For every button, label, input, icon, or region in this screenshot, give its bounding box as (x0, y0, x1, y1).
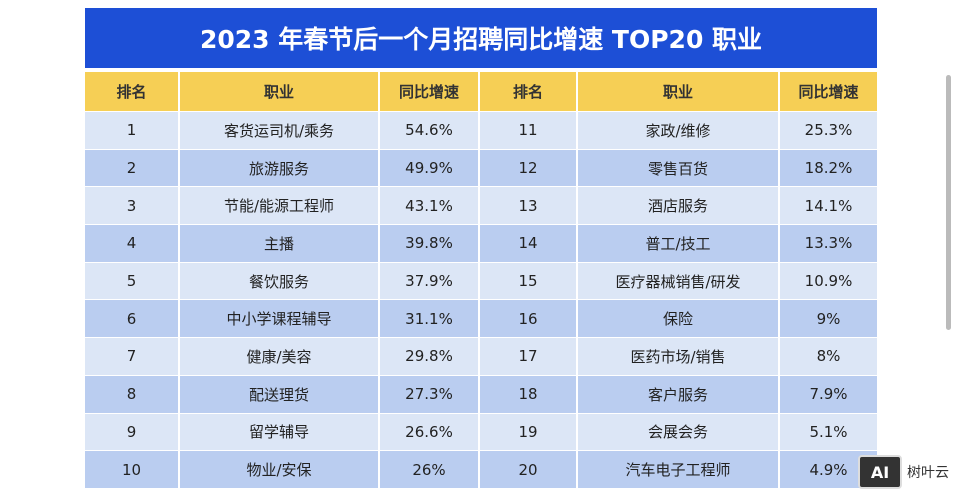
table-cell: 客货运司机/乘务 (180, 112, 380, 150)
table-cell: 旅游服务 (180, 149, 380, 188)
table-cell: 餐饮服务 (180, 262, 380, 301)
table-cell: 14.1% (780, 187, 877, 226)
table-cell: 25.3% (780, 112, 877, 150)
table-row: 6 中小学课程辅导 31.1% 16 保险 9% (85, 300, 877, 339)
table-cell: 39.8% (380, 225, 480, 263)
table-cell: 节能/能源工程师 (180, 187, 380, 226)
table-cell: 26.6% (380, 413, 480, 452)
table-cell: 7.9% (780, 375, 877, 414)
table-cell: 普工/技工 (578, 225, 780, 263)
table-cell: 5 (85, 262, 180, 301)
table-cell: 留学辅导 (180, 413, 380, 452)
table-cell: 配送理货 (180, 375, 380, 414)
table-cell: 7 (85, 338, 180, 376)
table: 排名 职业 同比增速 排名 职业 同比增速 1 客货运司机/乘务 54.6% 11 家政/维修 25.… (85, 72, 877, 489)
header-cell: 职业 (578, 72, 780, 112)
table-cell: 3 (85, 187, 180, 226)
table-cell: 49.9% (380, 149, 480, 188)
table-cell: 主播 (180, 225, 380, 263)
table-cell: 客户服务 (578, 375, 780, 414)
table-cell: 18 (480, 375, 578, 414)
logo-text: 树叶云 (907, 465, 949, 481)
table-cell: 医药市场/销售 (578, 338, 780, 376)
table-cell: 8% (780, 338, 877, 376)
header-row: 排名 职业 同比增速 排名 职业 同比增速 (85, 72, 877, 112)
table-cell: 27.3% (380, 375, 480, 414)
logo-badge: AI (858, 455, 902, 489)
title-bar: 2023 年春节后一个月招聘同比增速 TOP20 职业 (85, 8, 877, 68)
table-row: 5 餐饮服务 37.9% 15 医疗器械销售/研发 10.9% (85, 262, 877, 301)
table-cell: 汽车电子工程师 (578, 451, 780, 489)
scrollbar (946, 75, 951, 330)
table-cell: 8 (85, 375, 180, 414)
table-row: 9 留学辅导 26.6% 19 会展会务 5.1% (85, 413, 877, 452)
table-row: 1 客货运司机/乘务 54.6% 11 家政/维修 25.3% (85, 112, 877, 150)
table-cell: 9% (780, 300, 877, 339)
table-row: 7 健康/美容 29.8% 17 医药市场/销售 8% (85, 338, 877, 376)
table-cell: 保险 (578, 300, 780, 339)
table-cell: 29.8% (380, 338, 480, 376)
table-cell: 13 (480, 187, 578, 226)
table-cell: 4 (85, 225, 180, 263)
table-cell: 6 (85, 300, 180, 339)
table-row: 3 节能/能源工程师 43.1% 13 酒店服务 14.1% (85, 187, 877, 226)
table-cell: 18.2% (780, 149, 877, 188)
table-cell: 9 (85, 413, 180, 452)
table-cell: 17 (480, 338, 578, 376)
table-cell: 15 (480, 262, 578, 301)
header-cell: 职业 (180, 72, 380, 112)
table-cell: 会展会务 (578, 413, 780, 452)
table-cell: 20 (480, 451, 578, 489)
table-cell: 12 (480, 149, 578, 188)
table-cell: 43.1% (380, 187, 480, 226)
table-cell: 31.1% (380, 300, 480, 339)
table-cell: 5.1% (780, 413, 877, 452)
table-cell: 酒店服务 (578, 187, 780, 226)
table-cell: 19 (480, 413, 578, 452)
table-cell: 11 (480, 112, 578, 150)
table-cell: 26% (380, 451, 480, 489)
table-cell: 1 (85, 112, 180, 150)
header-cell: 同比增速 (780, 72, 877, 112)
table-cell: 家政/维修 (578, 112, 780, 150)
table-row: 8 配送理货 27.3% 18 客户服务 7.9% (85, 375, 877, 414)
table-row: 2 旅游服务 49.9% 12 零售百货 18.2% (85, 149, 877, 188)
table-cell: 中小学课程辅导 (180, 300, 380, 339)
table-row: 4 主播 39.8% 14 普工/技工 13.3% (85, 225, 877, 263)
table-cell: 13.3% (780, 225, 877, 263)
table-cell: 零售百货 (578, 149, 780, 188)
table-cell: 16 (480, 300, 578, 339)
header-cell: 同比增速 (380, 72, 480, 112)
table-cell: 医疗器械销售/研发 (578, 262, 780, 301)
table-cell: 37.9% (380, 262, 480, 301)
table-row: 10 物业/安保 26% 20 汽车电子工程师 4.9% (85, 451, 877, 489)
table-cell: 物业/安保 (180, 451, 380, 489)
table-cell: 54.6% (380, 112, 480, 150)
table-cell: 14 (480, 225, 578, 263)
table-cell: 2 (85, 149, 180, 188)
table-cell: 10 (85, 451, 180, 489)
table-cell: 10.9% (780, 262, 877, 301)
header-cell: 排名 (85, 72, 180, 112)
header-cell: 排名 (480, 72, 578, 112)
table-cell: 健康/美容 (180, 338, 380, 376)
